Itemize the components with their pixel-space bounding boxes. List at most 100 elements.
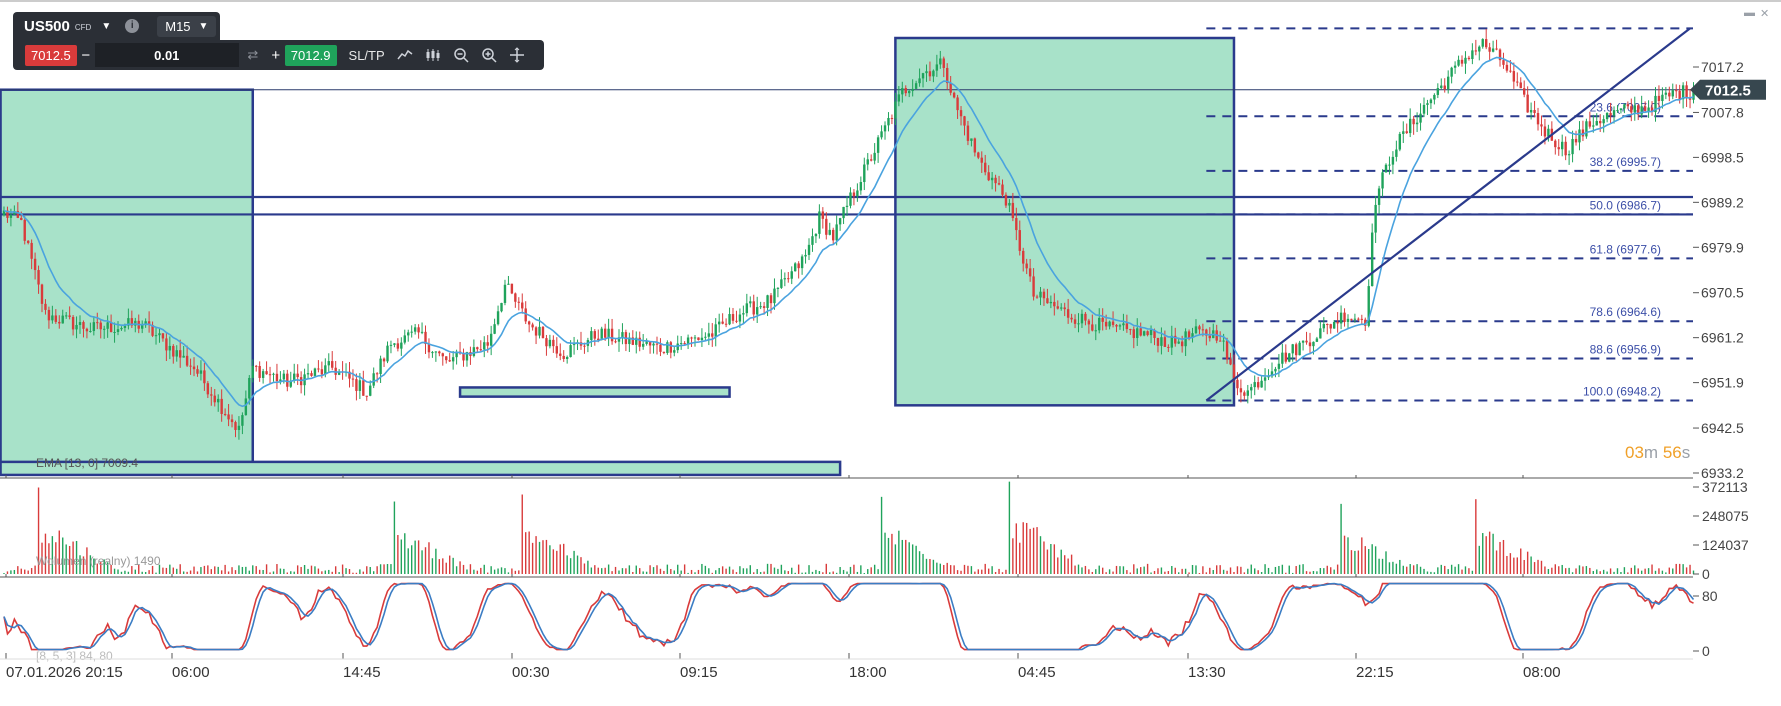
ema-line [3,56,1694,408]
candle-body [151,325,154,336]
candle-body [1571,138,1574,155]
candle-body [1253,382,1256,388]
candle-body [804,254,807,257]
candle-body [234,422,237,430]
candle-body [731,314,735,321]
candle-body [807,244,811,255]
candle-body [1218,340,1222,342]
chevron-down-icon: ▼ [198,20,209,32]
close-icon[interactable]: ✕ [1760,8,1770,20]
candle-body [697,337,700,341]
candle-body [1308,342,1312,347]
candle-body [102,328,106,330]
candle-body [711,333,714,337]
candle-body [261,371,265,378]
candle-body [89,331,92,333]
candle-body [37,270,40,285]
candle-body [1357,318,1360,320]
candle-body [1115,324,1118,327]
price-tick-label: 6942.5 [1701,420,1744,436]
candle-body [1605,112,1609,120]
candle-body [966,125,970,141]
candle-body [990,177,994,181]
candles [2,29,1695,440]
candle-body [358,380,362,391]
candle-body [317,368,320,370]
candle-body [403,335,406,343]
candle-body [1495,48,1498,50]
candle-body [1398,133,1402,150]
candle-body [1491,48,1495,52]
candle-body [717,321,721,325]
buy-button[interactable]: 7012.9 [284,44,337,66]
candle-body [883,125,887,132]
crosshair-icon[interactable] [509,47,525,63]
candle-body [1319,328,1322,339]
zoom-in-icon[interactable] [481,47,497,63]
trade-bar: 7012.5 − ⇄ + 7012.9 SL/TP [13,40,544,70]
candle-body [1578,129,1581,143]
candle-body [507,283,510,285]
candle-body [1312,341,1315,347]
candle-body [700,337,704,341]
candle-body [1433,94,1436,100]
candle-body [92,322,96,332]
candle-body [47,309,51,321]
candle-body [987,172,990,181]
candle-body [213,395,216,403]
candle-body [1001,184,1004,195]
candle-body [790,271,793,279]
candle-body [168,345,172,351]
candles-icon[interactable] [425,47,441,63]
candle-body [251,365,254,378]
timeframe-select[interactable]: M15 ▼ [157,15,217,37]
price-tick-label: 6998.5 [1701,149,1744,165]
zone-rect-2 [458,386,731,398]
swap-icon[interactable]: ⇄ [247,47,259,62]
candle-body [1612,110,1616,116]
sltp-button[interactable]: SL/TP [348,47,385,63]
zoom-out-icon[interactable] [453,47,469,63]
candle-body [82,322,85,329]
candle-body [1526,94,1529,113]
candle-body [379,358,382,375]
candle-body [23,219,26,241]
candle-body [617,337,621,342]
candle-body [652,343,655,346]
info-icon[interactable]: i [125,19,140,33]
price-tick-label: 6979.9 [1701,239,1744,255]
candle-body [1654,95,1657,113]
lot-size-input[interactable] [94,43,239,67]
candle-body [203,370,206,384]
candle-body [1122,323,1125,326]
current-price-badge [1690,79,1766,100]
lot-increase-button[interactable]: + [271,46,281,64]
candle-body [1588,121,1592,127]
candle-body [1129,329,1132,331]
candle-body [407,332,410,336]
candle-body [58,321,61,324]
candle-body [483,342,486,350]
lot-decrease-button[interactable]: − [81,46,91,64]
sell-button[interactable]: 7012.5 [25,44,77,66]
symbol-name[interactable]: US500 [24,17,70,35]
price-tick-label: 7007.8 [1701,104,1744,120]
candle-body [984,162,987,173]
candle-body [952,92,956,98]
symbol-dropdown-icon[interactable]: ▼ [101,20,112,32]
candle-body [1250,387,1253,391]
minimize-icon[interactable]: ▬ [1744,7,1755,19]
candle-body [832,229,835,241]
candle-body [386,345,389,362]
candle-body [959,110,963,117]
candle-body [1664,92,1668,95]
fib-level-label: 88.6 (6956.9) [1590,342,1661,356]
candle-body [531,324,534,328]
line-chart-icon[interactable] [397,47,413,63]
candle-body [693,337,697,339]
candle-body [116,329,120,332]
candle-body [1381,172,1384,189]
candle-body [538,326,541,336]
